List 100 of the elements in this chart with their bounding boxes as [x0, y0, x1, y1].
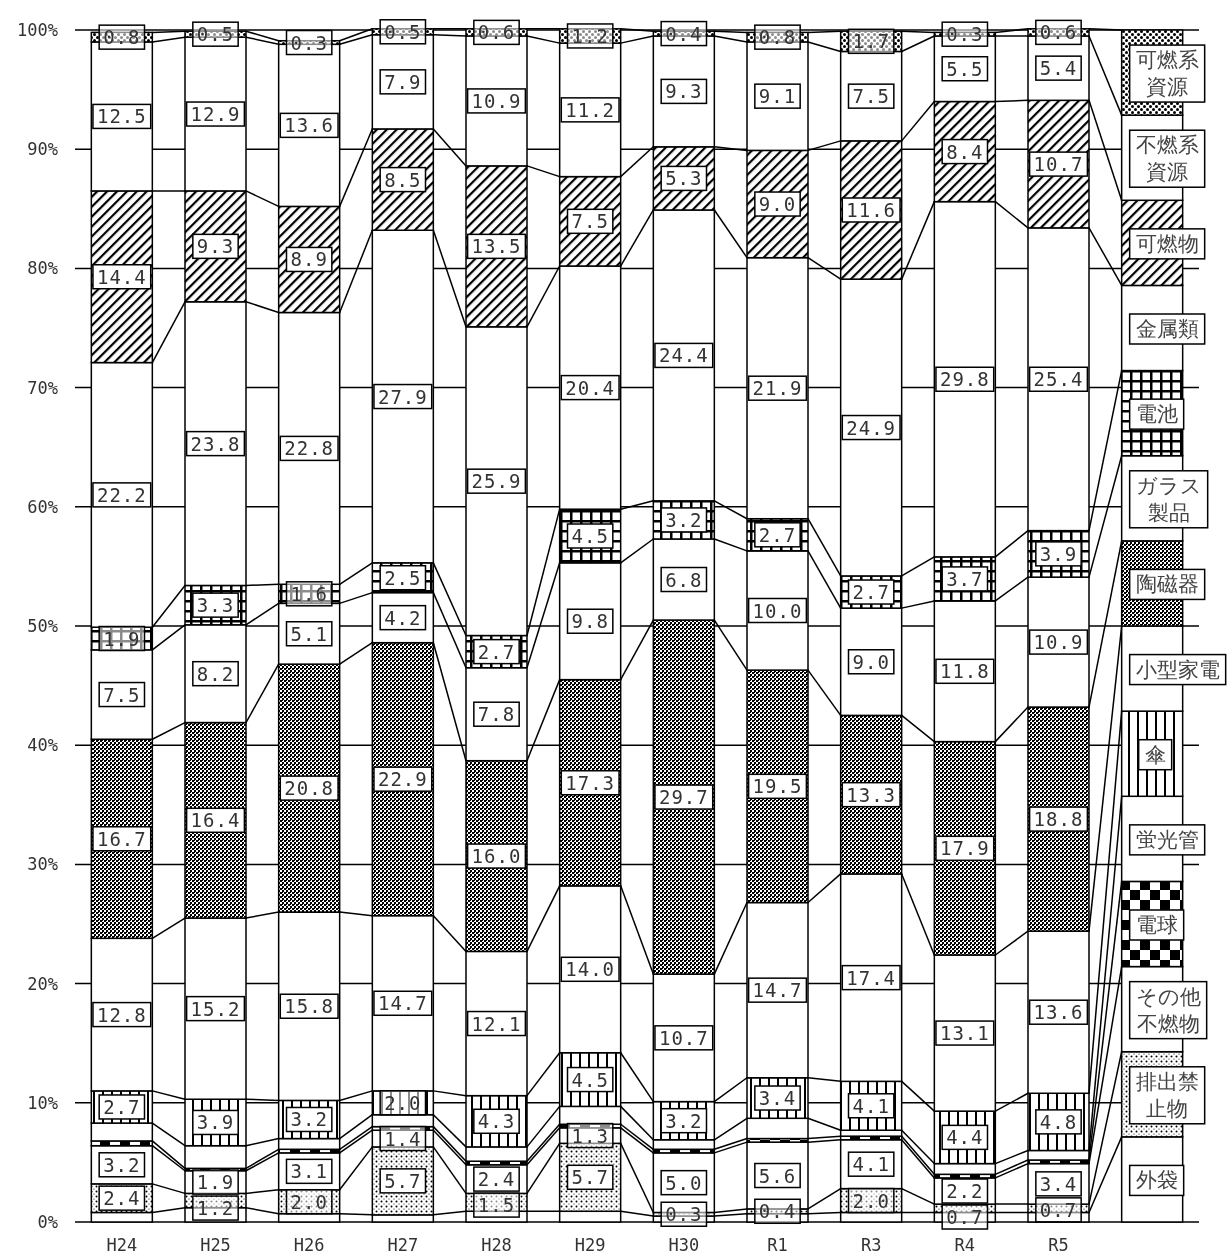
x-tick-label: H25: [200, 1235, 231, 1255]
data-label: 3.2: [103, 1153, 141, 1176]
data-label: 4.1: [852, 1094, 890, 1117]
data-label: 2.7: [103, 1095, 141, 1118]
data-label: 9.1: [758, 85, 797, 108]
data-label: 14.7: [377, 992, 428, 1015]
data-label: 17.3: [565, 771, 616, 794]
data-label: 3.3: [196, 594, 235, 617]
data-label: 0.3: [946, 23, 984, 46]
data-label: 1.7: [852, 30, 890, 53]
data-label: 7.9: [384, 70, 422, 93]
data-label: 1.9: [196, 1171, 235, 1194]
x-tick-label: R5: [1048, 1235, 1069, 1255]
data-label: 22.2: [96, 483, 147, 506]
y-tick-label: 30%: [27, 854, 58, 875]
data-label: 9.0: [758, 193, 797, 216]
data-label: 22.9: [377, 768, 428, 791]
y-tick-label: 0%: [37, 1212, 58, 1232]
data-label: 13.1: [939, 1022, 990, 1045]
data-label: 6.8: [665, 568, 703, 591]
text: 電池: [1135, 402, 1178, 427]
data-label: 3.9: [1039, 542, 1078, 565]
data-label: 3.7: [946, 567, 984, 590]
text: 排出禁止物: [1135, 1069, 1199, 1121]
data-label: 4.5: [571, 525, 609, 547]
y-tick-label: 80%: [27, 258, 58, 279]
data-label: 2.7: [852, 581, 890, 604]
data-label: 17.4: [846, 966, 897, 989]
data-label: 11.8: [939, 660, 990, 683]
data-label: 0.5: [196, 23, 235, 46]
y-tick-label: 40%: [27, 735, 58, 756]
data-label: 7.5: [571, 210, 609, 233]
data-label: 3.4: [1039, 1172, 1078, 1195]
data-label: 8.4: [946, 140, 984, 163]
data-label: 9.8: [571, 610, 609, 633]
data-label: 4.2: [384, 606, 422, 629]
data-label: 0.8: [758, 26, 797, 49]
y-tick-label: 60%: [27, 496, 58, 517]
data-label: 5.7: [384, 1169, 422, 1192]
data-label: 2.4: [477, 1168, 516, 1191]
data-label: 2.2: [946, 1180, 984, 1203]
data-label: 2.5: [384, 566, 422, 589]
data-label: 10.7: [1033, 153, 1084, 176]
data-label: 3.4: [758, 1087, 797, 1110]
data-label: 3.2: [290, 1108, 328, 1131]
y-tick-label: 70%: [27, 377, 58, 398]
data-label: 0.8: [103, 26, 141, 49]
data-label: 29.7: [658, 786, 709, 809]
data-label: 7.5: [852, 85, 890, 108]
x-tick-label: H27: [387, 1235, 419, 1255]
data-label: 0.7: [1039, 1198, 1078, 1221]
data-label: 10.9: [1033, 631, 1084, 654]
data-label: 15.2: [190, 997, 241, 1020]
y-tick-label: 10%: [27, 1092, 58, 1113]
data-label: 13.6: [1033, 1001, 1084, 1024]
data-label: 19.5: [752, 775, 803, 798]
data-label: 13.3: [846, 783, 897, 806]
text: ガラス製品: [1135, 473, 1202, 525]
data-label: 22.8: [284, 437, 335, 460]
data-label: 12.8: [96, 1003, 147, 1026]
data-label: 1.5: [477, 1194, 516, 1217]
data-label: 20.4: [565, 376, 616, 399]
text: 金属類: [1135, 317, 1199, 341]
legend-label: その他不燃物: [1135, 984, 1201, 1036]
data-label: 12.9: [190, 103, 241, 126]
text: 陶磁器: [1135, 572, 1199, 597]
data-label: 2.0: [290, 1190, 328, 1213]
data-label: 3.2: [665, 508, 703, 531]
data-label: 18.8: [1033, 808, 1084, 831]
x-tick-label: H26: [293, 1235, 325, 1255]
x-tick-label: H24: [106, 1235, 138, 1255]
x-tick-label: R4: [954, 1235, 976, 1255]
data-label: 27.9: [377, 385, 428, 408]
data-label: 13.5: [471, 235, 522, 258]
x-tick-label: R1: [767, 1235, 788, 1255]
data-label: 4.8: [1039, 1110, 1078, 1133]
data-label: 4.4: [946, 1126, 984, 1149]
data-label: 5.1: [290, 622, 328, 645]
data-label: 8.2: [196, 662, 235, 685]
text: 電球: [1135, 913, 1178, 937]
data-label: 14.7: [752, 979, 803, 1002]
data-label: 7.5: [103, 683, 141, 706]
data-label: 8.5: [384, 168, 422, 191]
data-label: 12.5: [96, 105, 147, 128]
legend-label: 不燃系資源: [1135, 133, 1199, 185]
data-label: 3.9: [196, 1111, 235, 1134]
data-label: 11.2: [565, 98, 616, 121]
data-label: 13.6: [284, 114, 335, 137]
data-label: 0.3: [665, 1203, 703, 1226]
x-tick-label: H28: [481, 1235, 512, 1255]
data-label: 23.8: [190, 432, 241, 455]
data-label: 9.0: [852, 650, 890, 673]
x-tick-label: H30: [668, 1235, 700, 1255]
data-label: 24.4: [658, 344, 709, 367]
data-label: 2.7: [758, 523, 797, 546]
data-label: 4.1: [852, 1153, 890, 1176]
data-label: 0.7: [946, 1206, 984, 1229]
data-label: 14.4: [96, 265, 147, 288]
y-tick-label: 20%: [27, 973, 58, 994]
data-label: 1.6: [290, 582, 328, 605]
